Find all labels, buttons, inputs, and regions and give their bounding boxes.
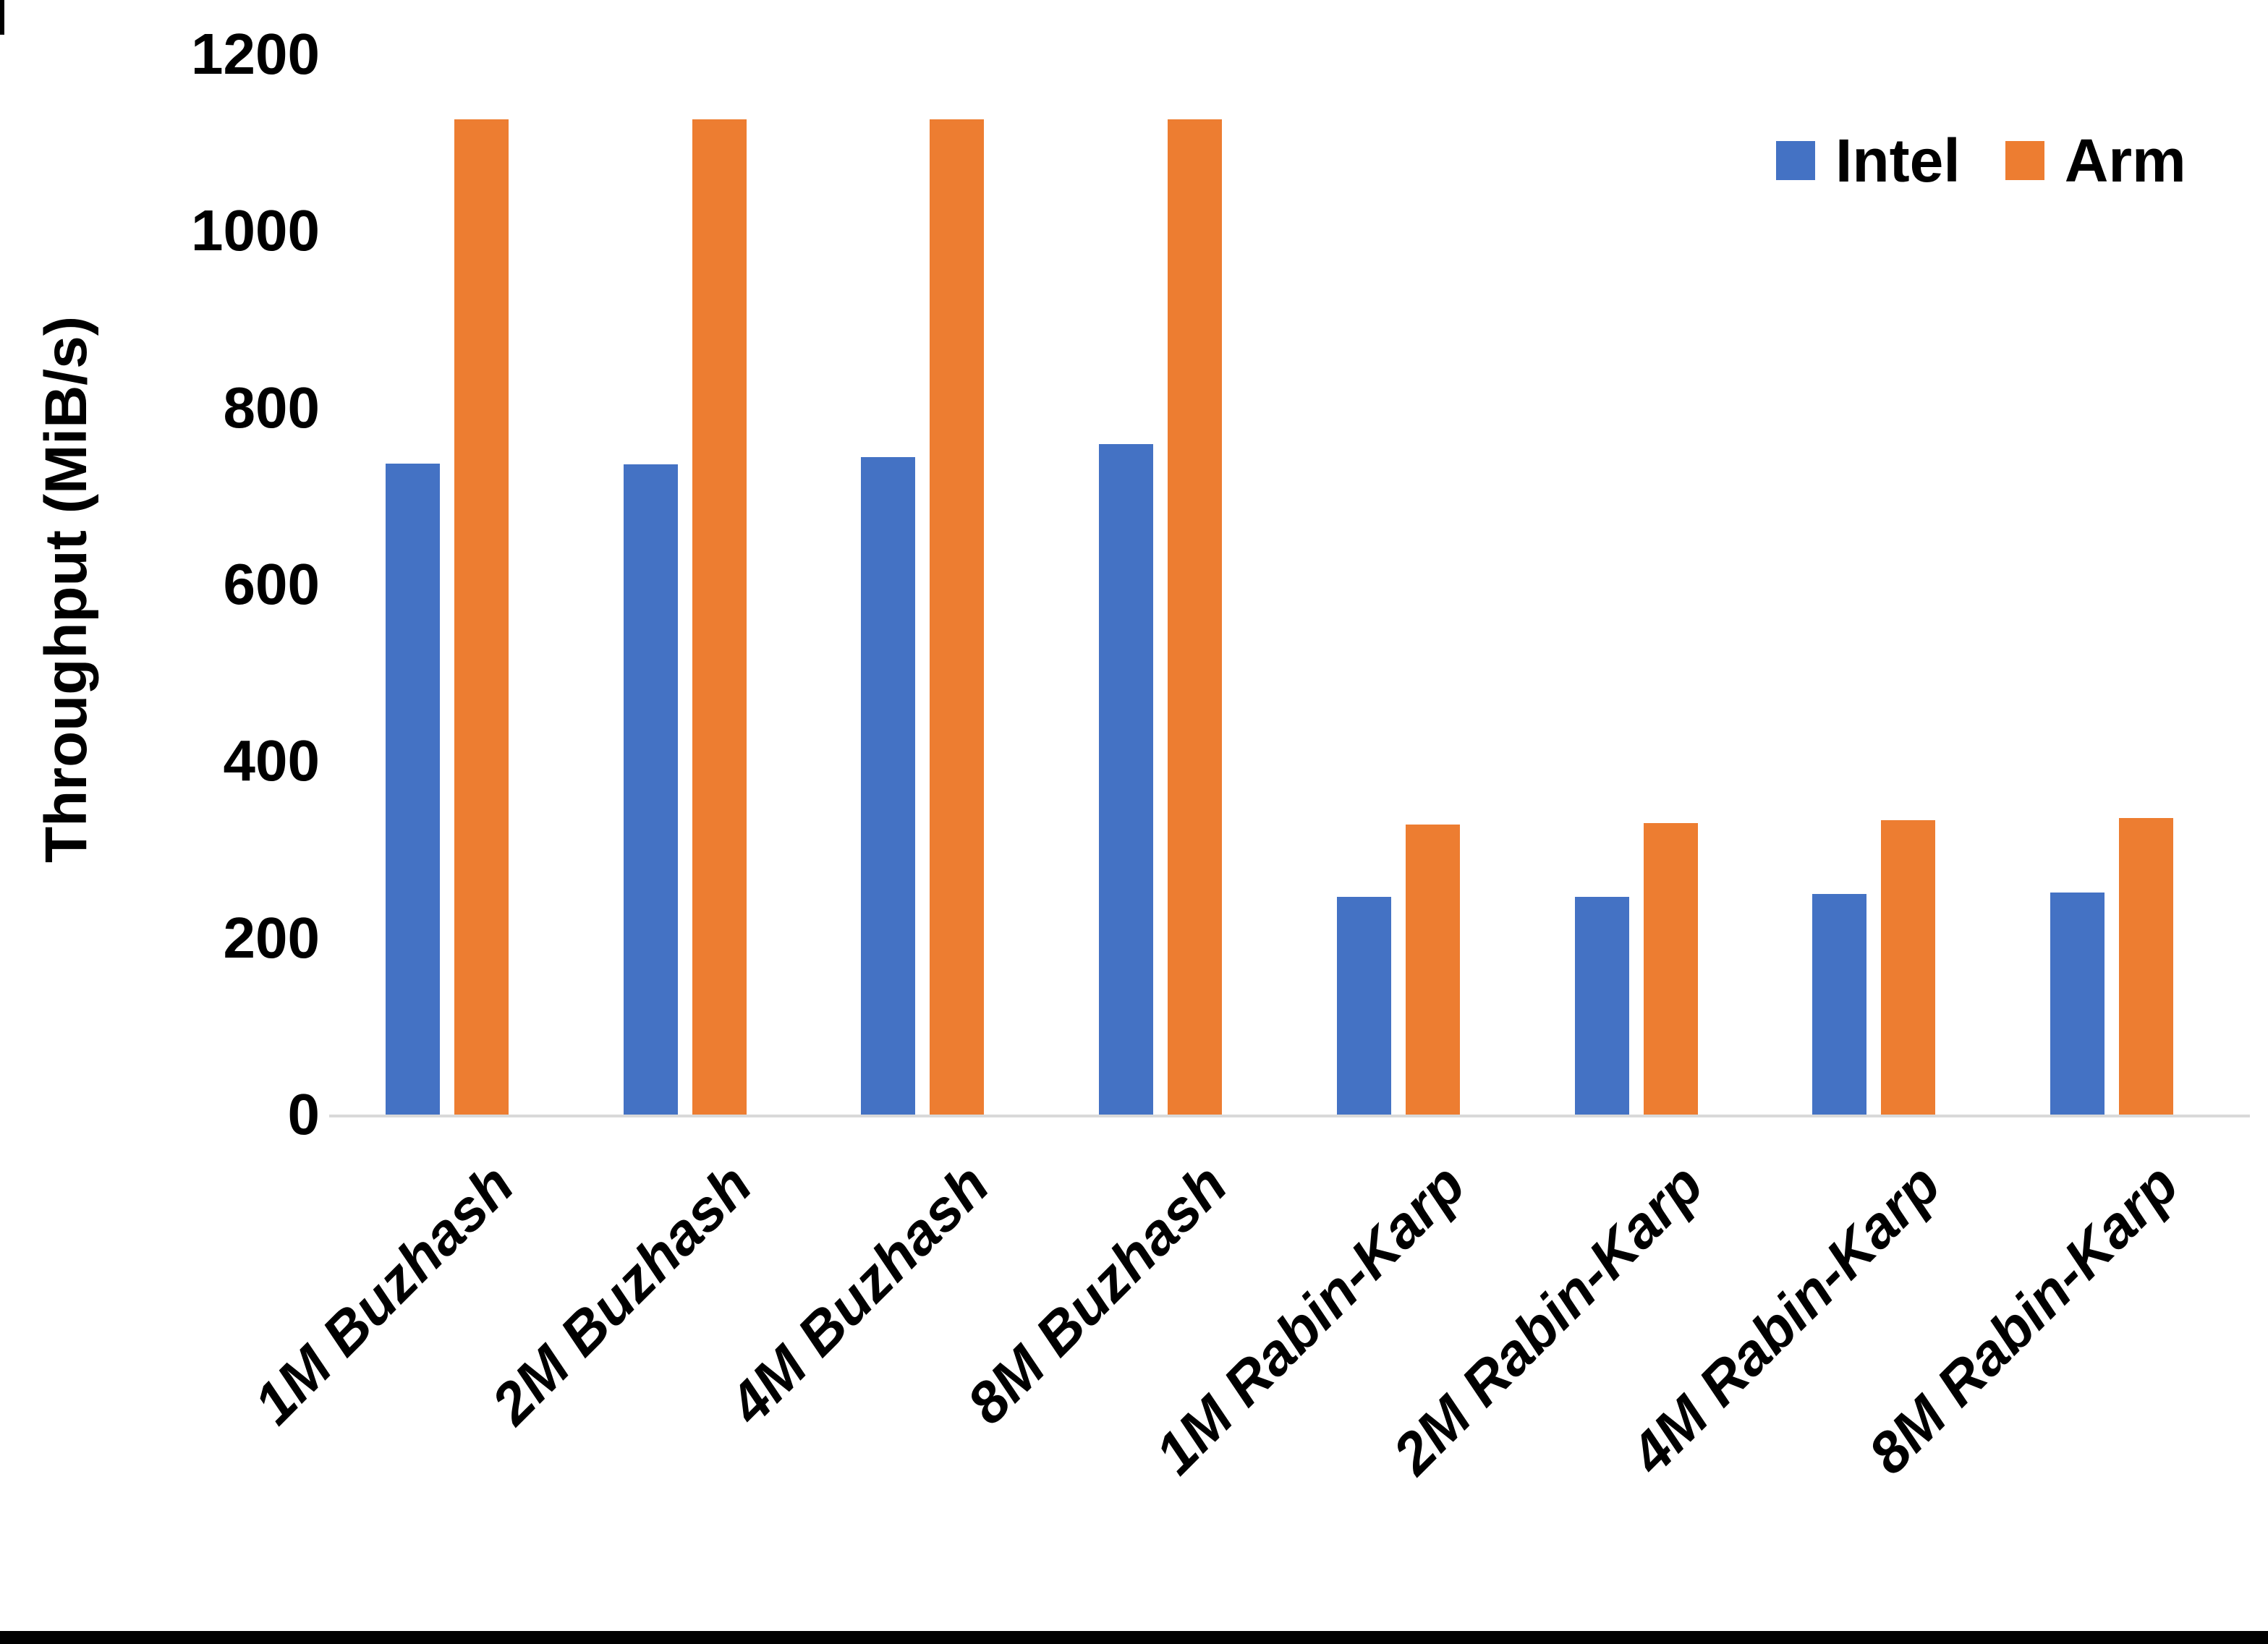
y-axis-tick-label: 400 [223, 728, 320, 793]
bottom-border-line [0, 1631, 2268, 1644]
bar-intel-2m-rabin-karp [1574, 897, 1629, 1115]
y-axis-tick-label: 600 [223, 552, 320, 616]
legend-swatch-arm [2005, 141, 2044, 180]
y-axis-tick-label: 200 [223, 905, 320, 970]
legend: Intel Arm [1776, 130, 2186, 191]
bar-intel-8m-rabin-karp [2050, 893, 2105, 1115]
x-axis-label-4m-rabin-karp: 4M Rabin-Karp [1618, 1151, 1953, 1486]
bar-arm-2m-buzhash [692, 119, 747, 1115]
bar-intel-2m-buzhash [623, 464, 678, 1115]
bar-intel-4m-buzhash [861, 457, 916, 1115]
legend-swatch-intel [1776, 141, 1815, 180]
bar-arm-4m-buzhash [930, 119, 985, 1115]
y-axis-tick-label: 800 [223, 375, 320, 440]
top-left-border-mark [0, 0, 4, 35]
legend-label-arm: Arm [2064, 127, 2186, 195]
bar-arm-8m-rabin-karp [2118, 818, 2173, 1115]
bar-arm-8m-buzhash [1168, 119, 1223, 1115]
y-axis-tick-label: 0 [287, 1082, 320, 1146]
x-axis-label-2m-rabin-karp: 2M Rabin-Karp [1380, 1151, 1715, 1486]
bar-intel-8m-buzhash [1099, 444, 1154, 1115]
bar-arm-1m-rabin-karp [1405, 825, 1460, 1115]
x-axis-line [329, 1115, 2250, 1117]
y-axis-tick-label: 1200 [191, 22, 320, 86]
legend-item-intel: Intel [1776, 130, 1961, 191]
x-axis-label-1m-buzhash: 1M Buzhash [241, 1151, 526, 1436]
bar-intel-4m-rabin-karp [1812, 894, 1867, 1115]
legend-label-intel: Intel [1835, 127, 1961, 195]
bar-arm-2m-rabin-karp [1643, 823, 1698, 1115]
legend-item-arm: Arm [2005, 130, 2186, 191]
y-axis-tick-label: 1000 [191, 198, 320, 263]
plot-area [329, 54, 2250, 1115]
bar-arm-1m-buzhash [454, 119, 509, 1115]
x-axis-label-8m-buzhash: 8M Buzhash [954, 1151, 1239, 1436]
x-axis-label-8m-rabin-karp: 8M Rabin-Karp [1856, 1151, 2191, 1486]
x-axis-label-1m-rabin-karp: 1M Rabin-Karp [1142, 1151, 1477, 1486]
bar-intel-1m-rabin-karp [1336, 897, 1391, 1115]
x-axis-label-2m-buzhash: 2M Buzhash [479, 1151, 764, 1436]
x-axis-label-4m-buzhash: 4M Buzhash [717, 1151, 1002, 1436]
bar-arm-4m-rabin-karp [1881, 820, 1936, 1115]
bar-intel-1m-buzhash [386, 464, 440, 1115]
